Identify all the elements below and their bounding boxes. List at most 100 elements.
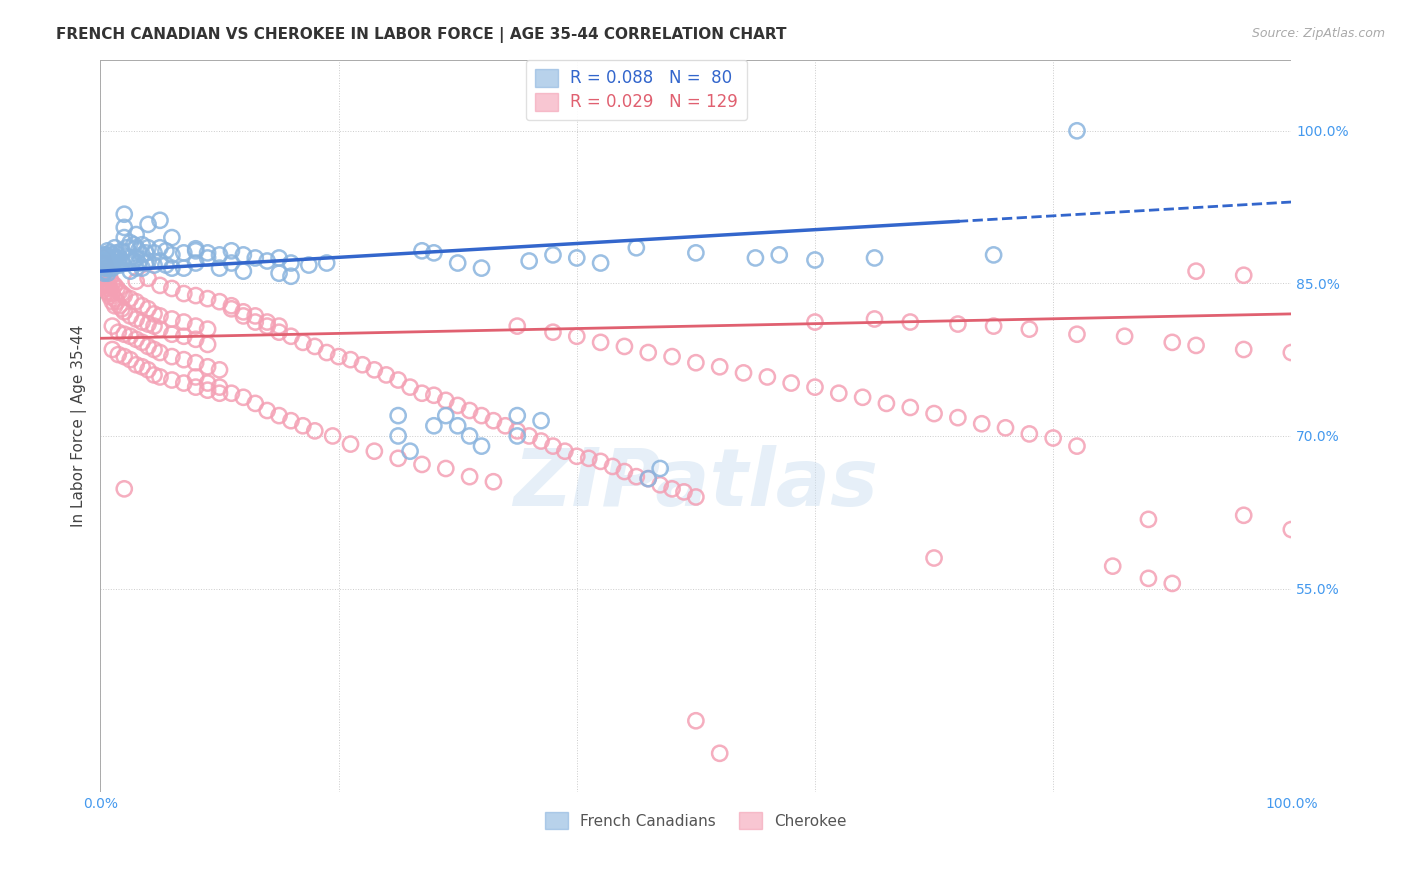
- Point: [197, 245, 219, 260]
- Point: [1066, 124, 1088, 138]
- Point: [98, 254, 121, 268]
- Point: [94, 271, 117, 285]
- Point: [136, 301, 159, 316]
- Point: [232, 248, 254, 262]
- Point: [1233, 343, 1256, 357]
- Point: [97, 252, 120, 266]
- Point: [1185, 264, 1208, 278]
- Point: [733, 366, 755, 380]
- Point: [387, 373, 409, 387]
- Point: [1066, 327, 1088, 342]
- Point: [93, 268, 115, 283]
- Point: [136, 317, 159, 331]
- Text: Source: ZipAtlas.com: Source: ZipAtlas.com: [1251, 27, 1385, 40]
- Point: [1185, 338, 1208, 352]
- Point: [89, 256, 111, 270]
- Point: [1161, 335, 1184, 350]
- Point: [173, 376, 195, 390]
- Point: [280, 414, 302, 428]
- Point: [375, 368, 398, 382]
- Point: [101, 286, 124, 301]
- Point: [101, 343, 124, 357]
- Point: [541, 325, 564, 339]
- Point: [89, 256, 111, 270]
- Point: [1018, 322, 1040, 336]
- Point: [470, 409, 492, 423]
- Point: [125, 294, 148, 309]
- Point: [104, 256, 127, 270]
- Point: [97, 277, 120, 291]
- Point: [208, 363, 231, 377]
- Point: [93, 256, 115, 270]
- Point: [922, 551, 945, 566]
- Point: [184, 256, 207, 270]
- Point: [104, 241, 127, 255]
- Point: [541, 248, 564, 262]
- Point: [709, 359, 731, 374]
- Point: [107, 248, 129, 262]
- Point: [506, 429, 529, 443]
- Point: [280, 329, 302, 343]
- Point: [863, 251, 886, 265]
- Y-axis label: In Labor Force | Age 35-44: In Labor Force | Age 35-44: [72, 325, 87, 527]
- Point: [173, 315, 195, 329]
- Point: [111, 301, 134, 316]
- Point: [709, 747, 731, 761]
- Point: [96, 261, 118, 276]
- Point: [120, 264, 142, 278]
- Point: [1279, 345, 1302, 359]
- Point: [650, 461, 672, 475]
- Point: [363, 363, 385, 377]
- Point: [89, 256, 111, 270]
- Point: [828, 386, 851, 401]
- Point: [94, 261, 117, 276]
- Point: [517, 254, 540, 268]
- Point: [291, 418, 314, 433]
- Point: [97, 268, 120, 283]
- Point: [101, 256, 124, 270]
- Point: [131, 299, 153, 313]
- Point: [89, 264, 111, 278]
- Point: [96, 274, 118, 288]
- Point: [434, 409, 457, 423]
- Point: [197, 376, 219, 390]
- Point: [173, 245, 195, 260]
- Point: [245, 315, 267, 329]
- Point: [173, 329, 195, 343]
- Point: [143, 343, 166, 357]
- Point: [149, 213, 172, 227]
- Point: [104, 278, 127, 293]
- Point: [89, 256, 111, 270]
- Point: [804, 380, 827, 394]
- Point: [128, 256, 150, 270]
- Point: [922, 407, 945, 421]
- Point: [97, 266, 120, 280]
- Point: [411, 244, 433, 258]
- Point: [245, 309, 267, 323]
- Point: [135, 245, 157, 260]
- Point: [155, 244, 177, 258]
- Point: [91, 271, 114, 285]
- Point: [184, 319, 207, 334]
- Point: [96, 281, 118, 295]
- Point: [685, 356, 707, 370]
- Point: [565, 329, 588, 343]
- Point: [94, 251, 117, 265]
- Point: [108, 285, 131, 299]
- Point: [120, 352, 142, 367]
- Point: [93, 254, 115, 268]
- Point: [208, 294, 231, 309]
- Point: [1114, 329, 1136, 343]
- Point: [339, 437, 361, 451]
- Point: [298, 258, 321, 272]
- Point: [768, 248, 790, 262]
- Point: [149, 241, 172, 255]
- Point: [149, 309, 172, 323]
- Point: [143, 245, 166, 260]
- Point: [136, 241, 159, 255]
- Point: [111, 244, 134, 258]
- Point: [101, 319, 124, 334]
- Point: [184, 242, 207, 256]
- Point: [1066, 439, 1088, 453]
- Point: [245, 396, 267, 410]
